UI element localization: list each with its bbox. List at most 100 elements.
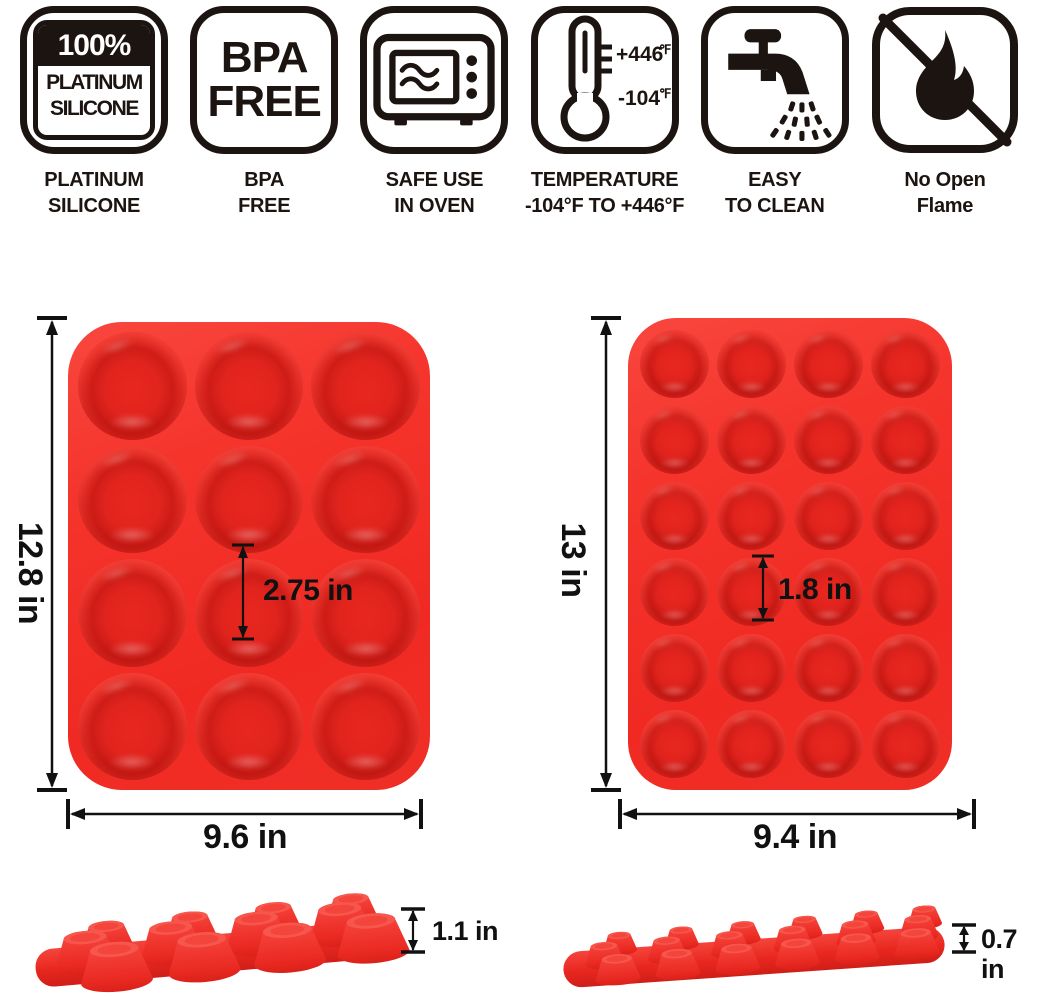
width-dimension-line-mini-pan — [618, 799, 976, 829]
no-open-flame-icon-svg — [871, 7, 1018, 153]
muffin-cup — [78, 672, 187, 780]
bpa-free-text: BPA FREE — [207, 33, 322, 126]
bpa-free-badge-icon: BPA FREE — [190, 6, 339, 154]
cup-diameter-label-large-pan: 2.75 in — [263, 574, 353, 607]
feature-label: No Open Flame — [904, 167, 986, 219]
muffin-cup — [640, 406, 709, 474]
thickness-label-mini-pan: 0.7 in — [981, 924, 1018, 984]
faucet-icon-svg — [727, 29, 832, 141]
height-dimension-line-large-pan — [37, 316, 67, 792]
feature-label-line1: TEMPERATURE — [530, 169, 679, 191]
muffin-cup — [311, 559, 420, 667]
muffin-cup — [640, 634, 709, 702]
thickness-dimension-mini-pan — [952, 923, 976, 954]
faucet-icon — [700, 6, 849, 154]
feature-label-line2: -104°F TO +446°F — [524, 195, 685, 217]
width-label-large-pan: 9.6 in — [203, 818, 287, 856]
cup-diameter-label-mini-pan: 1.8 in — [778, 573, 852, 606]
bpa-text: BPA — [220, 33, 309, 82]
muffin-cup — [194, 559, 304, 667]
muffin-cup — [717, 558, 786, 626]
muffin-cup — [794, 406, 863, 474]
muffin-cup — [871, 634, 940, 702]
feature-label-line2: Flame — [916, 195, 974, 217]
thickness-label-large-pan: 1.1 in — [432, 916, 499, 946]
free-text: FREE — [207, 77, 322, 126]
feature-label: SAFE USE IN OVEN — [386, 167, 484, 219]
muffin-cup-grid-24 — [640, 330, 940, 778]
muffin-cup-grid-12 — [78, 332, 420, 780]
temp-high-value: +446 — [616, 43, 663, 66]
muffin-cup — [871, 710, 940, 778]
feature-label-line1: PLATINUM — [44, 169, 144, 191]
muffin-cup — [78, 559, 187, 667]
feature-label-line2: SILICONE — [47, 195, 141, 217]
width-label-mini-pan: 9.4 in — [753, 818, 837, 856]
muffin-cup — [640, 558, 709, 626]
muffin-cup — [640, 330, 709, 398]
feature-easy-clean: EASY TO CLEAN — [691, 6, 859, 219]
muffin-cup — [794, 482, 863, 550]
muffin-cup — [311, 445, 420, 553]
feature-label: BPA FREE — [238, 167, 290, 219]
feature-label: TEMPERATURE -104°F TO +446°F — [524, 167, 685, 219]
oven-icon — [360, 6, 509, 154]
muffin-cup — [871, 558, 940, 626]
feature-label-line2: IN OVEN — [394, 195, 475, 217]
width-dimension-line-large-pan — [66, 799, 423, 829]
muffin-pan-12cup — [68, 322, 430, 790]
feature-no-open-flame: No Open Flame — [861, 6, 1029, 219]
height-label-mini-pan: 13 in — [554, 522, 592, 598]
feature-temperature: +446 ℉ -104 ℉ TEMPERATURE -104°F TO +446… — [521, 6, 689, 219]
feature-label-line1: No Open — [904, 169, 986, 191]
temp-low-value: -104 — [618, 87, 660, 110]
muffin-cup — [717, 710, 786, 778]
muffin-cup — [794, 710, 863, 778]
feature-label: EASY TO CLEAN — [725, 167, 825, 219]
feature-platinum-silicone: 100% PLATINUM SILICONE PLATINUM SILICONE — [10, 6, 178, 219]
muffin-cup — [871, 406, 940, 474]
feature-label-line1: BPA — [244, 169, 285, 191]
thickness-dimension-large-pan — [401, 907, 425, 954]
muffin-cup — [194, 672, 304, 780]
feature-label-line1: EASY — [748, 169, 802, 191]
feature-oven-safe: SAFE USE IN OVEN — [350, 6, 518, 219]
feature-label-line2: FREE — [238, 195, 291, 217]
feature-bpa-free: BPA FREE BPA FREE — [180, 6, 348, 219]
muffin-pan-24cup — [628, 318, 952, 790]
muffin-cup — [194, 445, 304, 553]
muffin-cup — [78, 332, 187, 440]
muffin-cup — [194, 332, 304, 440]
muffin-cup — [640, 482, 709, 550]
feature-label-line1: SAFE USE — [385, 169, 484, 191]
muffin-cup — [311, 672, 420, 780]
muffin-cup — [794, 634, 863, 702]
cup-diameter-dimension-large-pan — [232, 543, 254, 641]
cup-diameter-dimension-mini-pan — [752, 554, 774, 622]
oven-icon-svg — [373, 33, 496, 126]
feature-badges-row: 100% PLATINUM SILICONE PLATINUM SILICONE… — [0, 6, 1039, 219]
height-label-large-pan: 12.8 in — [11, 521, 49, 625]
thermometer-icon-svg: +446 ℉ -104 ℉ — [560, 15, 671, 142]
badge-platinum-text: PLATINUM — [46, 71, 143, 94]
platinum-silicone-inner: 100% PLATINUM SILICONE — [33, 20, 155, 140]
muffin-cup — [78, 445, 187, 553]
muffin-cup — [717, 482, 786, 550]
badge-silicone-text: SILICONE — [50, 97, 139, 120]
muffin-cup — [311, 332, 420, 440]
height-dimension-line-mini-pan — [591, 316, 621, 792]
thermometer-icon: +446 ℉ -104 ℉ — [530, 6, 679, 154]
muffin-cup — [640, 710, 709, 778]
muffin-cup — [794, 330, 863, 398]
platinum-silicone-badge-icon: 100% PLATINUM SILICONE — [20, 6, 168, 154]
side-view-24cup-pan — [563, 904, 945, 988]
muffin-cup — [717, 634, 786, 702]
side-view-12cup-pan — [35, 891, 411, 995]
muffin-cup — [717, 330, 786, 398]
muffin-cup — [871, 482, 940, 550]
muffin-cup — [717, 406, 786, 474]
temp-low-unit: ℉ — [659, 86, 671, 101]
muffin-cup — [794, 558, 863, 626]
feature-label-line2: TO CLEAN — [725, 195, 825, 217]
